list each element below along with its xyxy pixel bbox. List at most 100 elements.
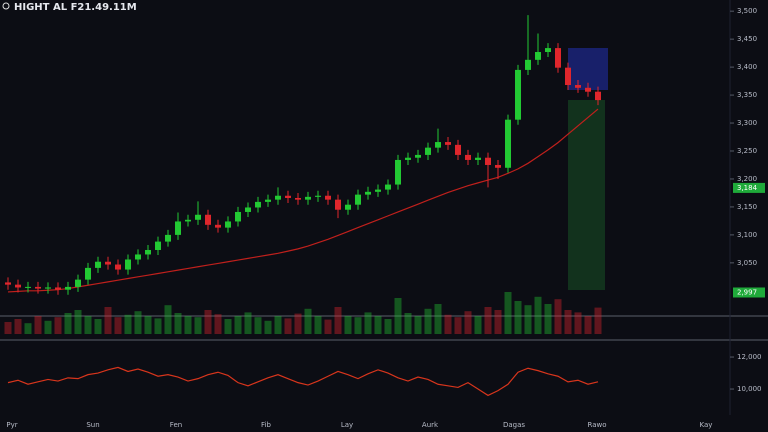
- volume-bar: [494, 310, 502, 334]
- y-tick-label: 3,150: [737, 203, 757, 211]
- candle-body: [465, 154, 471, 160]
- candle-body: [105, 261, 111, 265]
- volume-bar: [504, 292, 512, 334]
- candle-body: [75, 279, 81, 287]
- candle-body: [585, 87, 591, 92]
- candle-body: [195, 214, 201, 220]
- volume-bar: [574, 312, 582, 334]
- candle-body: [145, 249, 151, 255]
- candle-body: [35, 286, 41, 289]
- candle-body: [445, 142, 451, 145]
- price-tag: [733, 287, 765, 298]
- volume-bar: [384, 319, 392, 334]
- candle-body: [435, 142, 441, 148]
- volume-bar: [374, 316, 382, 334]
- candle-body: [235, 211, 241, 222]
- candle-body: [85, 267, 91, 280]
- candle-body: [295, 197, 301, 200]
- candle-body: [305, 196, 311, 200]
- volume-bar: [174, 313, 182, 334]
- volume-bar: [244, 312, 252, 334]
- volume-bar: [294, 313, 302, 334]
- volume-bar: [274, 316, 282, 334]
- candle-body: [565, 67, 571, 86]
- x-tick-label: Fib: [261, 421, 271, 429]
- candle-body: [365, 191, 371, 195]
- price-tag-label: 3,184: [737, 184, 758, 192]
- x-tick-label: Lay: [341, 421, 353, 429]
- x-tick-label: Fen: [170, 421, 182, 429]
- volume-bar: [4, 322, 12, 334]
- x-tick-label: Dagas: [503, 421, 525, 429]
- candle-body: [135, 254, 141, 260]
- candle-body: [205, 214, 211, 225]
- volume-bar: [84, 316, 92, 334]
- y-tick-label: 10,000: [737, 385, 762, 393]
- volume-bar: [434, 304, 442, 334]
- candle-body: [385, 184, 391, 190]
- candle-body: [225, 221, 231, 228]
- volume-bar: [224, 319, 232, 334]
- volume-bar: [554, 299, 562, 334]
- candle-body: [395, 159, 401, 185]
- volume-bar: [184, 316, 192, 334]
- candle-body: [575, 85, 581, 88]
- candle-body: [535, 52, 541, 60]
- volume-bar: [154, 318, 162, 334]
- candle-body: [25, 286, 31, 288]
- candle-body: [185, 219, 191, 222]
- candle-body: [15, 284, 21, 288]
- volume-bar: [54, 317, 62, 334]
- volume-bar: [454, 317, 462, 334]
- volume-bar: [334, 307, 342, 334]
- candle-body: [215, 224, 221, 228]
- chart-title: HIGHT AL F21.49.11M: [14, 2, 137, 13]
- candle-body: [5, 282, 11, 285]
- volume-bar: [514, 301, 522, 334]
- x-tick-label: Aurk: [422, 421, 439, 429]
- volume-bar: [114, 317, 122, 334]
- candle-body: [255, 201, 261, 208]
- volume-bar: [124, 314, 132, 334]
- candle-body: [485, 157, 491, 165]
- volume-bar: [414, 316, 422, 334]
- volume-bar: [94, 319, 102, 334]
- candle-body: [315, 195, 321, 197]
- volume-bar: [474, 316, 482, 334]
- volume-bar: [344, 316, 352, 334]
- volume-bar: [64, 313, 72, 334]
- candle-body: [45, 287, 51, 289]
- candle-body: [415, 154, 421, 158]
- candle-body: [345, 204, 351, 210]
- icon: [2, 2, 10, 10]
- candle-body: [375, 189, 381, 192]
- volume-bar: [364, 312, 372, 334]
- volume-bar: [254, 317, 262, 334]
- volume-bar: [324, 319, 332, 334]
- volume-bar: [404, 313, 412, 334]
- candle-body: [525, 59, 531, 70]
- y-tick-label: 3,400: [737, 63, 757, 71]
- volume-bar: [424, 308, 432, 334]
- volume-bar: [484, 307, 492, 334]
- candle-body: [555, 48, 561, 68]
- candle-body: [355, 194, 361, 205]
- candle-body: [55, 287, 61, 290]
- volume-bar: [444, 314, 452, 334]
- y-tick-label: 3,300: [737, 119, 757, 127]
- candle-body: [475, 157, 481, 160]
- candle-body: [95, 261, 101, 268]
- volume-bar: [194, 317, 202, 334]
- candle-body: [325, 195, 331, 200]
- y-tick-label: 3,450: [737, 35, 757, 43]
- candle-body: [545, 48, 551, 53]
- price-tag: [733, 182, 765, 193]
- volume-bar: [464, 311, 472, 334]
- candle-body: [425, 147, 431, 155]
- volume-bar: [354, 317, 362, 334]
- y-tick-label: 12,000: [737, 353, 762, 361]
- y-tick-label: 3,250: [737, 147, 757, 155]
- volume-bar: [284, 318, 292, 334]
